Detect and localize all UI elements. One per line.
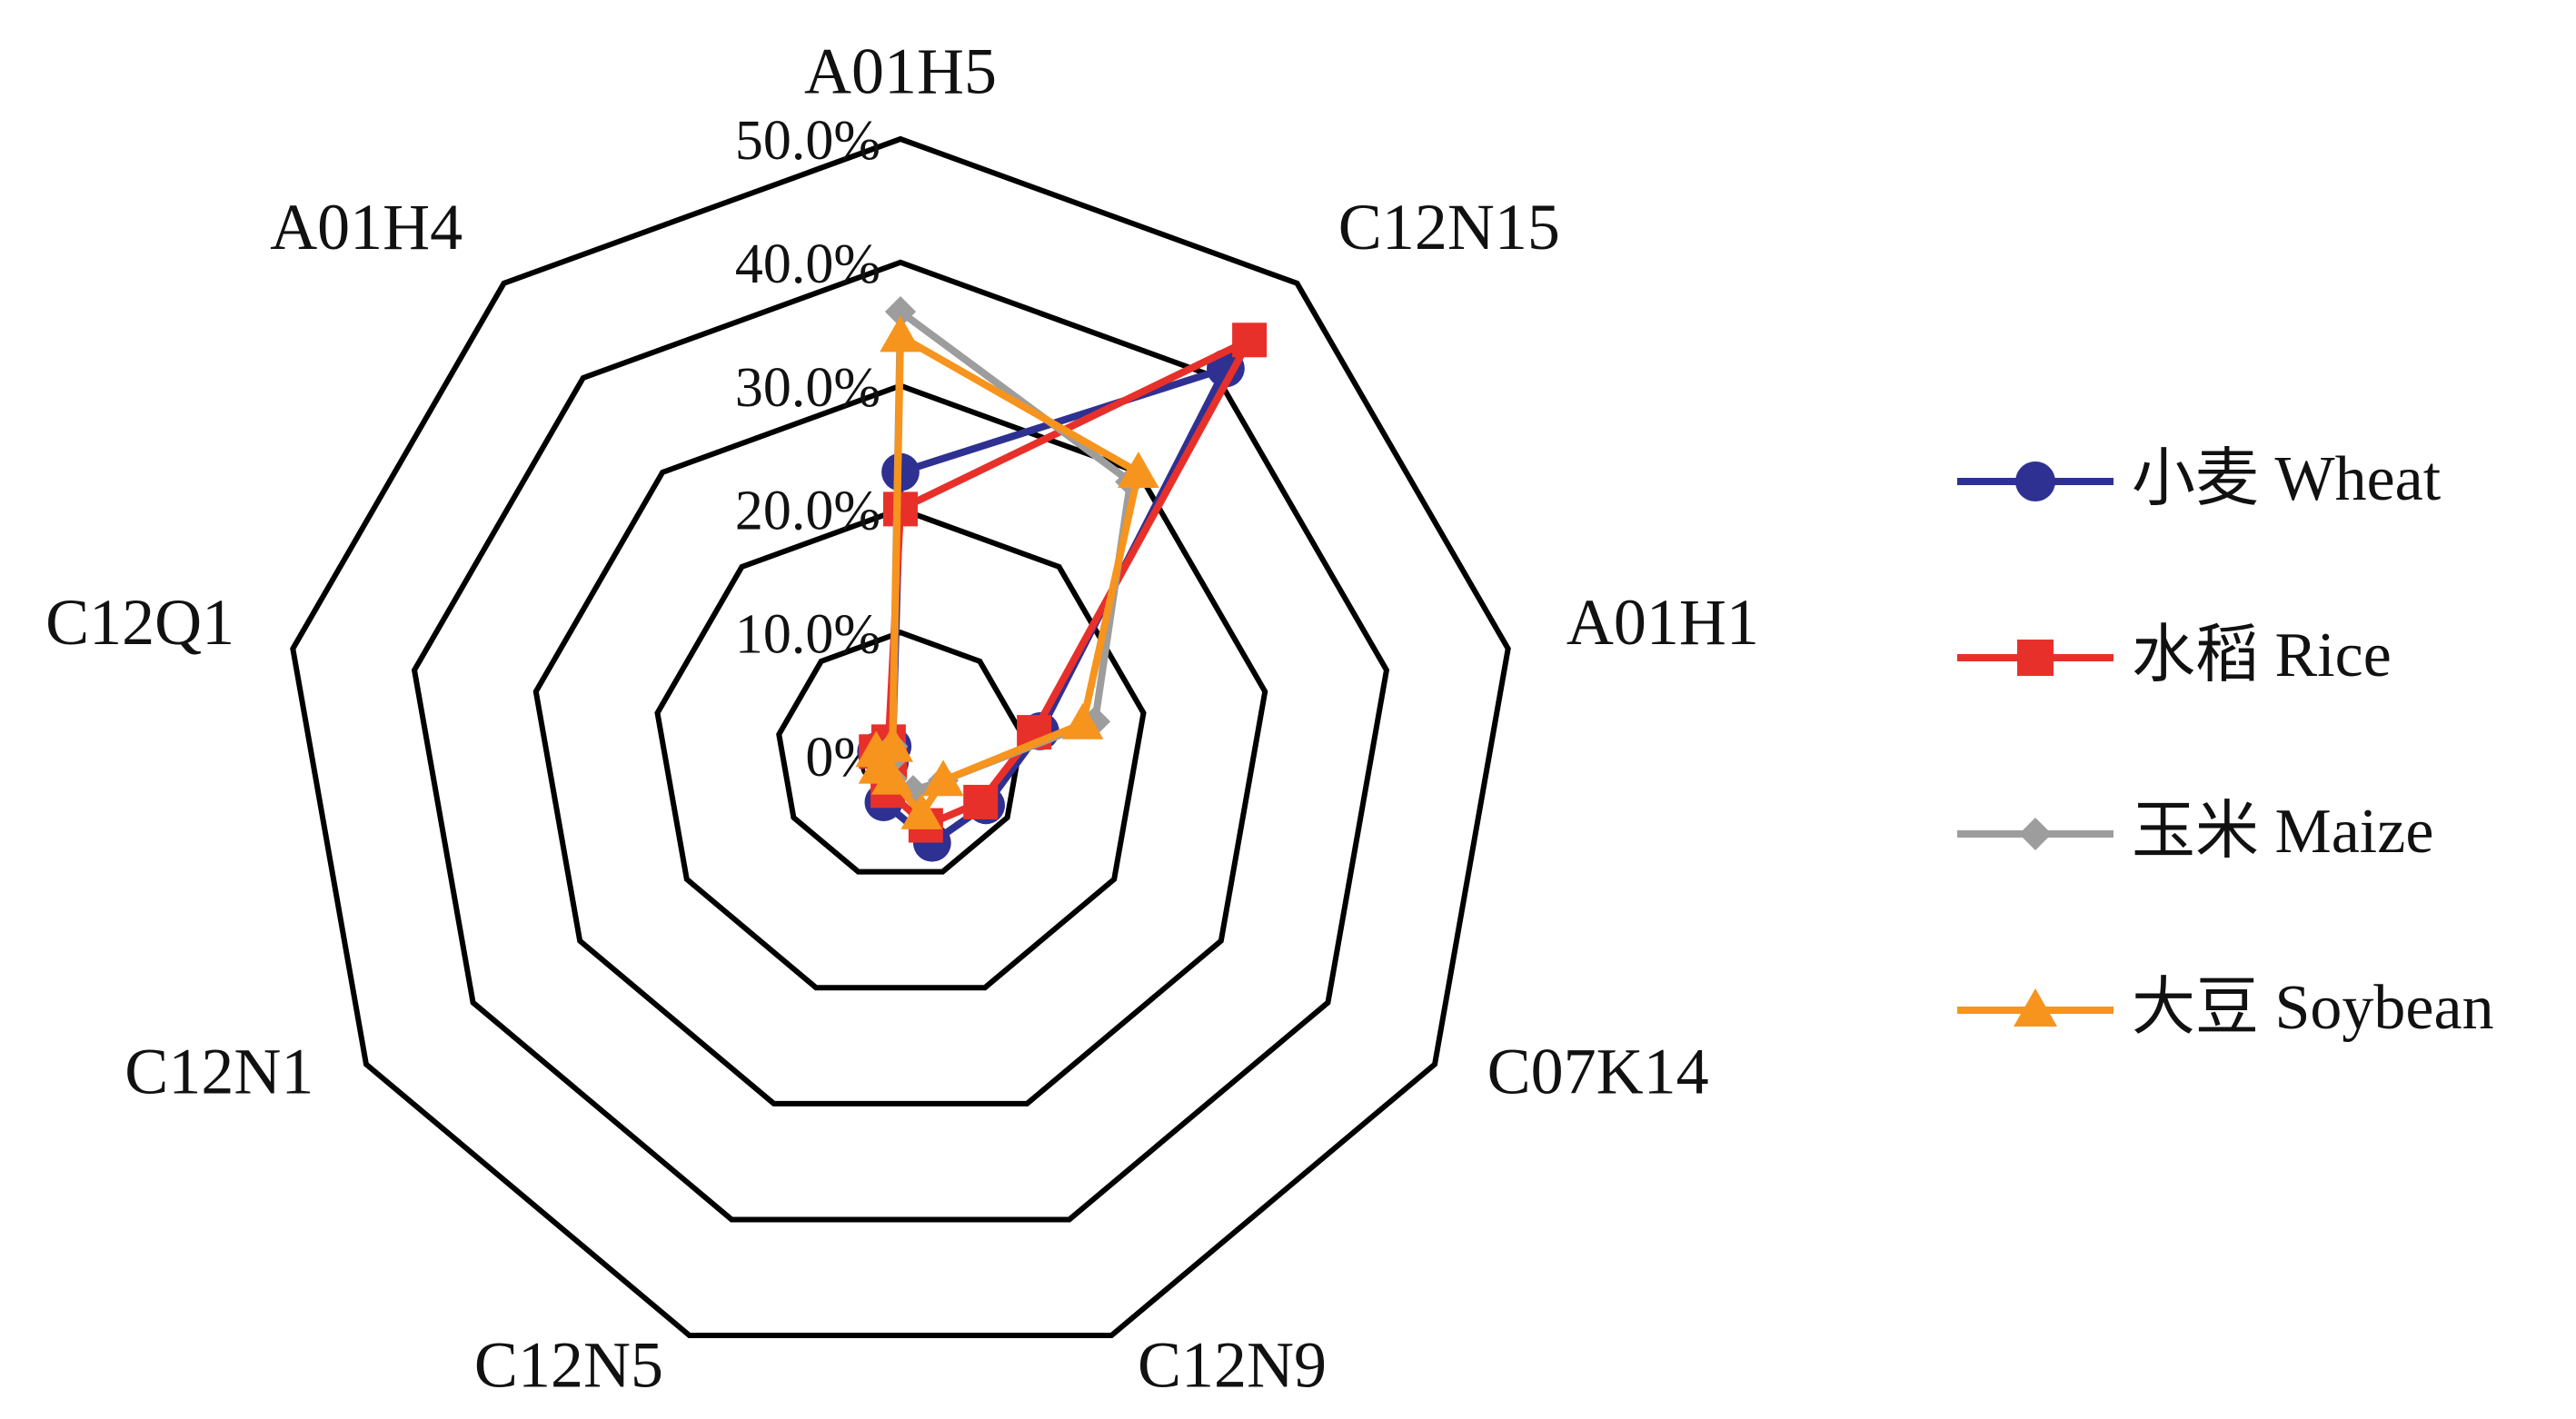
grid-ring [532, 382, 1268, 1106]
category-label: C12N5 [474, 1328, 663, 1401]
y-tick-label: 50.0% [735, 110, 880, 172]
legend-item: 玉米 Maize [1957, 797, 2433, 867]
legend-label: 水稻 Rice [2132, 620, 2392, 690]
marker [884, 296, 917, 328]
legend-label: 大豆 Soybean [2132, 973, 2494, 1043]
marker [900, 793, 943, 829]
marker [871, 725, 914, 762]
marker [1079, 706, 1111, 738]
category-label: A01H5 [804, 35, 997, 108]
legend-label: 玉米 Maize [2132, 797, 2433, 867]
grid-ring [290, 135, 1511, 1339]
marker [1232, 322, 1268, 358]
marker [880, 315, 921, 352]
legend-item: 大豆 Soybean [1957, 973, 2494, 1043]
category-label: C12Q1 [45, 586, 234, 659]
legend-label: 小麦 Wheat [2132, 444, 2442, 514]
legend-item: 小麦 Wheat [1957, 444, 2442, 514]
category-label: C12N1 [124, 1036, 313, 1108]
grid-ring [411, 259, 1390, 1223]
marker [963, 784, 999, 819]
category-label: C07K14 [1487, 1036, 1709, 1108]
legend-item: 水稻 Rice [1957, 620, 2392, 690]
category-label: A01H1 [1566, 586, 1759, 659]
legend-marker [2014, 988, 2057, 1027]
category-label: C12N15 [1338, 191, 1560, 263]
series-line [872, 336, 1254, 829]
legend-marker [2017, 640, 2054, 676]
y-tick-label: 10.0% [735, 603, 880, 665]
y-tick-label: 40.0% [735, 233, 880, 295]
y-tick-label: 20.0% [735, 481, 880, 542]
grid-ring [776, 630, 1025, 875]
category-label: C12N9 [1138, 1328, 1327, 1401]
series [855, 315, 1159, 829]
legend-marker [2019, 818, 2052, 850]
legend-marker [2015, 461, 2055, 501]
y-tick-label: 30.0% [735, 357, 880, 419]
marker [1061, 702, 1104, 739]
marker [922, 759, 964, 797]
category-label: A01H4 [270, 191, 462, 263]
marker [1118, 452, 1159, 489]
